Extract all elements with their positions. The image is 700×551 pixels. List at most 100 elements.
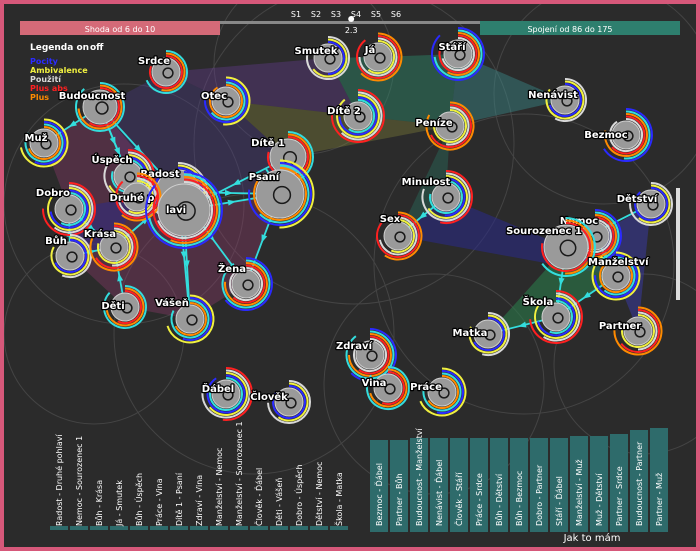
slider-track[interactable] <box>220 21 480 24</box>
bar[interactable] <box>270 526 288 530</box>
node-ja[interactable]: Já <box>356 32 403 82</box>
node-circle <box>343 101 373 131</box>
node-psani[interactable]: Psaní <box>248 159 315 229</box>
node-prace[interactable]: Práce <box>409 367 467 417</box>
node-ring <box>53 184 94 234</box>
bar[interactable] <box>150 526 168 530</box>
bar[interactable] <box>110 526 128 530</box>
slider-step-S2[interactable]: S2 <box>311 10 321 19</box>
bar[interactable] <box>130 526 148 530</box>
slider-step-S4[interactable]: S4 <box>351 10 361 19</box>
node-ring <box>441 37 475 71</box>
bar[interactable] <box>450 438 468 532</box>
bar[interactable] <box>530 438 548 532</box>
node-muz[interactable]: Muž <box>19 118 69 168</box>
bar[interactable] <box>430 438 448 532</box>
bar[interactable] <box>370 440 388 532</box>
node-circle <box>175 304 205 334</box>
node-label-dobro: Dobro <box>36 188 70 199</box>
node-partner[interactable]: Partner <box>598 306 663 356</box>
legend-off-toggle[interactable]: off <box>90 43 104 53</box>
node-circle <box>99 232 129 262</box>
bar[interactable] <box>50 526 68 530</box>
node-dobro[interactable]: Dobro <box>35 182 96 236</box>
bar[interactable] <box>250 526 268 530</box>
bar[interactable] <box>190 526 208 530</box>
link-arrow <box>134 144 142 153</box>
node-nenavist[interactable]: Nenávist <box>527 78 587 122</box>
slider-step-S5[interactable]: S5 <box>371 10 381 19</box>
node-core <box>366 350 378 362</box>
node-vina[interactable]: Vina <box>360 366 410 410</box>
bar[interactable] <box>570 436 588 532</box>
node-circle <box>611 120 641 150</box>
bar[interactable] <box>470 438 488 532</box>
node-penize[interactable]: Peníze <box>414 101 475 151</box>
scrollbar[interactable] <box>676 188 680 300</box>
node-budoucnost[interactable]: Budoucnost <box>57 82 127 132</box>
bar[interactable] <box>510 438 528 532</box>
node-dabel[interactable]: Ďábel <box>201 367 253 421</box>
node-circle <box>82 89 118 125</box>
bar[interactable] <box>650 428 668 532</box>
node-clovek[interactable]: Člověk <box>249 380 311 424</box>
node-ring <box>603 256 636 296</box>
bar[interactable] <box>610 434 628 532</box>
node-zdravi[interactable]: Zdraví <box>335 328 397 382</box>
bar[interactable] <box>410 438 428 532</box>
slider-step-S6[interactable]: S6 <box>391 10 401 19</box>
node-label-penize: Peníze <box>415 117 452 129</box>
link-arrow <box>558 277 565 286</box>
node-smutek[interactable]: Smutek <box>293 36 350 80</box>
node-ring <box>89 87 120 127</box>
bar[interactable] <box>550 438 568 532</box>
bar[interactable] <box>390 440 408 532</box>
node-manzelstvi[interactable]: Manželství <box>587 251 650 301</box>
node-srdce[interactable]: Srdce <box>137 50 188 94</box>
bar[interactable] <box>230 526 248 530</box>
bar-label: Budoucnost - Partner <box>635 441 644 526</box>
node-skola[interactable]: Škola <box>521 290 583 344</box>
slider-step-S3[interactable]: S3 <box>331 10 341 19</box>
node-stari[interactable]: Stáří <box>431 27 485 81</box>
node-buh[interactable]: Bůh <box>44 233 92 278</box>
bar-label: Nenávist - Ďábel <box>433 460 444 526</box>
node-core <box>591 231 603 243</box>
slider-steps: S1 S2 S3 S4 S5 S6 <box>291 10 401 19</box>
bar[interactable] <box>170 526 188 530</box>
node-sex[interactable]: Sex <box>376 211 423 261</box>
bar[interactable] <box>210 526 228 530</box>
bar[interactable] <box>630 430 648 532</box>
node-ring <box>541 222 591 272</box>
node-krasa[interactable]: Krása <box>83 222 139 272</box>
node-ring <box>629 182 673 226</box>
node-vasen[interactable]: Vášeň <box>154 294 215 344</box>
node-otec[interactable]: Otec <box>200 76 251 126</box>
bar[interactable] <box>310 526 328 530</box>
node-label-skola: Škola <box>523 295 554 308</box>
node-ring <box>47 187 91 231</box>
slider-step-S1[interactable]: S1 <box>291 10 301 19</box>
node-minulost[interactable]: Minulost <box>400 170 473 224</box>
node-sourozenec[interactable]: Sourozenec 1 <box>505 217 596 277</box>
bar[interactable] <box>590 436 608 532</box>
bar[interactable] <box>290 526 308 530</box>
node-dite2[interactable]: Dítě 2 <box>326 89 385 143</box>
node-deti[interactable]: Děti <box>100 285 147 329</box>
node-bezmoc[interactable]: Bezmoc <box>583 108 653 162</box>
node-ring <box>34 121 66 165</box>
bar-label: Člověk - Stáří <box>453 472 464 526</box>
bar[interactable] <box>90 526 108 530</box>
node-ohlavi[interactable]: lavi <box>145 171 223 249</box>
node-circle <box>274 387 304 417</box>
slider-knob[interactable] <box>348 16 355 22</box>
node-matka[interactable]: Matka <box>451 312 510 356</box>
node-core <box>612 271 624 283</box>
bar[interactable] <box>490 438 508 532</box>
node-core <box>552 312 564 324</box>
node-detstvi[interactable]: Dětství <box>615 182 673 226</box>
bar[interactable] <box>330 526 348 530</box>
bar[interactable] <box>70 526 88 530</box>
node-zena[interactable]: Žena <box>217 257 273 311</box>
